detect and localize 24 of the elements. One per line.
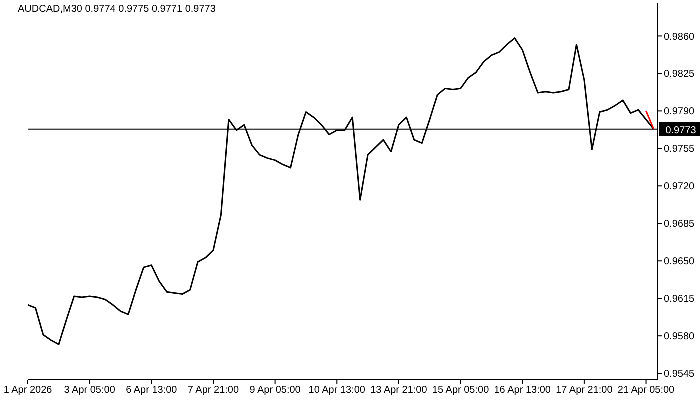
y-tick-label: 0.9720 [664, 182, 696, 193]
y-tick-label: 0.9685 [664, 219, 696, 230]
x-tick-label: 7 Apr 21:00 [188, 385, 240, 396]
x-tick-label: 15 Apr 05:00 [432, 385, 490, 396]
x-tick-label: 21 Apr 05:00 [618, 385, 676, 396]
x-tick-label: 10 Apr 13:00 [308, 385, 366, 396]
y-tick-label: 0.9650 [664, 256, 696, 268]
x-tick-label: 6 Apr 13:00 [126, 385, 178, 396]
x-tick-label: 1 Apr 2026 [4, 385, 53, 396]
y-tick-label: 0.9825 [664, 69, 696, 80]
x-tick-label: 3 Apr 05:00 [64, 385, 116, 396]
y-tick-label: 0.9790 [664, 106, 696, 118]
y-tick-label: 0.9860 [664, 32, 696, 43]
y-tick-label: 0.9580 [664, 332, 696, 343]
ref-line-label: 0.9773 [666, 125, 697, 136]
x-tick-label: 13 Apr 21:00 [370, 385, 428, 396]
x-tick-label: 17 Apr 21:00 [556, 385, 614, 396]
y-tick-label: 0.9545 [664, 369, 696, 380]
x-tick-label: 16 Apr 13:00 [494, 385, 552, 396]
x-tick-label: 9 Apr 05:00 [250, 385, 302, 396]
y-tick-label: 0.9755 [664, 144, 696, 156]
y-tick-label: 0.9615 [664, 294, 696, 306]
line-series [28, 38, 654, 346]
chart-title: AUDCAD,M30 0.9774 0.9775 0.9771 0.9773 [18, 4, 216, 15]
